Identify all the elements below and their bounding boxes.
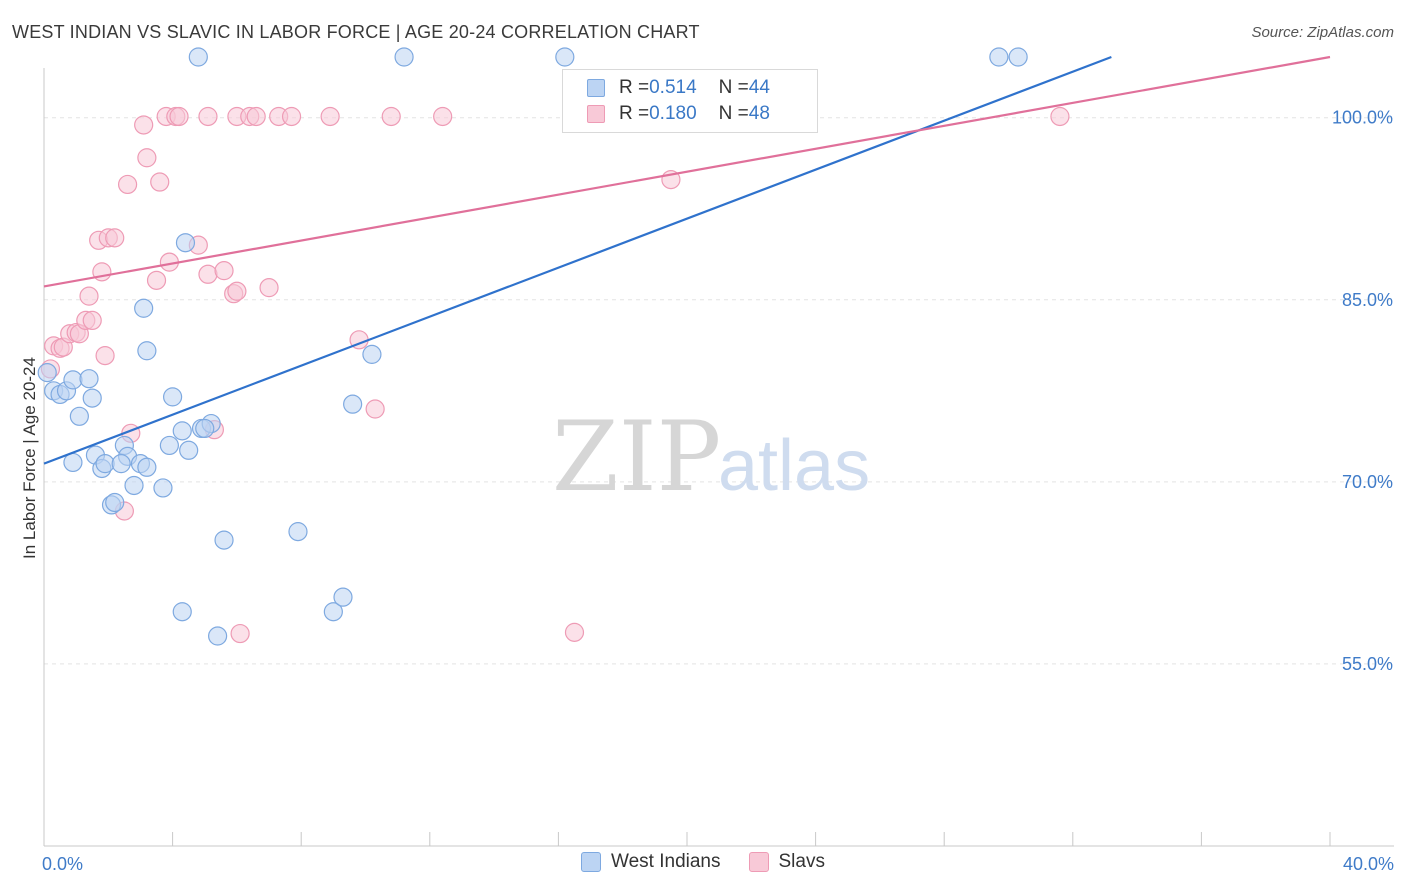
west-indians-point bbox=[323, 602, 343, 622]
legend-n-label: N = bbox=[718, 77, 749, 98]
slavs-point bbox=[227, 281, 247, 301]
x-tick-label: 0.0% bbox=[42, 854, 83, 874]
y-tick-label: 85.0% bbox=[1342, 290, 1393, 310]
legend-r-label: R = bbox=[619, 103, 650, 124]
slavs-point bbox=[95, 346, 115, 366]
legend-swatch-blue bbox=[587, 79, 605, 97]
slavs-point bbox=[105, 228, 125, 248]
legend-row-slavs: R = 0.180 N = 48 bbox=[587, 101, 770, 127]
west-indians-point bbox=[188, 47, 208, 67]
slavs-point bbox=[150, 172, 170, 192]
slavs-point bbox=[137, 148, 157, 168]
legend-swatch-west-indians bbox=[581, 852, 602, 872]
y-axis-label: In Labor Force | Age 20-24 bbox=[20, 357, 39, 559]
west-indians-point bbox=[1008, 47, 1028, 67]
slavs-point bbox=[198, 264, 218, 284]
west-indians-point bbox=[37, 363, 57, 383]
slavs-point bbox=[381, 106, 401, 127]
slavs-point bbox=[564, 622, 585, 642]
west-indians-point bbox=[195, 418, 215, 439]
west-indians-point bbox=[124, 475, 144, 496]
slavs-point bbox=[230, 623, 250, 644]
west-indians-point bbox=[214, 530, 234, 550]
slavs-point bbox=[1050, 106, 1070, 127]
west-indians-point bbox=[137, 341, 157, 361]
legend-r-value: 0.180 bbox=[649, 103, 697, 124]
slavs-point bbox=[79, 286, 99, 306]
slavs-point bbox=[246, 106, 266, 127]
x-tick-labels: 0.0% 40.0% bbox=[42, 854, 1394, 874]
trend-lines bbox=[43, 55, 1331, 465]
west-indians-point bbox=[163, 387, 183, 407]
slavs-trend-line bbox=[43, 55, 1331, 288]
legend-n-label: N = bbox=[718, 103, 749, 124]
west-indians-point bbox=[172, 421, 192, 441]
slavs-point bbox=[214, 261, 234, 281]
west-indians-point bbox=[105, 492, 125, 513]
west-indians-point bbox=[82, 388, 102, 408]
west-indians-point bbox=[159, 435, 179, 456]
slavs-point bbox=[198, 106, 218, 127]
west-indians-point bbox=[137, 457, 157, 477]
y-tick-labels: 55.0% 70.0% 85.0% 100.0% bbox=[1332, 108, 1393, 674]
west-indians-point bbox=[175, 233, 196, 253]
west-indians-point bbox=[79, 369, 99, 389]
west-indians-point bbox=[333, 587, 353, 607]
west-indians-point bbox=[111, 454, 131, 474]
legend-n-value: 44 bbox=[748, 77, 770, 98]
west-indians-point bbox=[179, 440, 199, 460]
slavs-point bbox=[117, 174, 138, 195]
west-indians-point bbox=[69, 406, 89, 426]
watermark-atlas: atlas bbox=[718, 426, 870, 506]
y-tick-label: 100.0% bbox=[1332, 108, 1393, 128]
chart-title: WEST INDIAN VS SLAVIC IN LABOR FORCE | A… bbox=[12, 22, 700, 42]
series-legend: West Indians Slavs bbox=[0, 851, 1406, 873]
grid-lines bbox=[44, 117, 1394, 665]
stats-legend: R = 0.514 N = 44 R = 0.180 N = 48 bbox=[562, 69, 818, 133]
west-indians-point bbox=[555, 47, 575, 67]
west-indians-point bbox=[172, 602, 192, 622]
slavs-point bbox=[365, 399, 385, 419]
slavs-point bbox=[433, 106, 453, 127]
west-indians-point bbox=[343, 394, 363, 414]
west-indians-point bbox=[95, 454, 115, 474]
slavs-point bbox=[134, 115, 154, 135]
legend-n-value: 48 bbox=[748, 103, 770, 124]
slavs-point bbox=[146, 270, 167, 290]
y-tick-label: 70.0% bbox=[1342, 472, 1393, 492]
legend-item-slavs: Slavs bbox=[748, 851, 825, 873]
slavs-points bbox=[40, 106, 1070, 644]
slavs-point bbox=[259, 278, 279, 298]
west-indians-point bbox=[288, 522, 308, 542]
legend-r-value: 0.514 bbox=[649, 77, 697, 98]
legend-label-west-indians: West Indians bbox=[611, 851, 721, 872]
legend-row-west-indians: R = 0.514 N = 44 bbox=[587, 75, 770, 101]
slavs-point bbox=[82, 310, 102, 331]
west-indians-point bbox=[134, 298, 154, 318]
x-tick-label: 40.0% bbox=[1343, 854, 1394, 874]
slavs-point bbox=[281, 106, 302, 127]
west-indians-point bbox=[153, 478, 173, 498]
legend-r-label: R = bbox=[619, 77, 650, 98]
slavs-point bbox=[320, 106, 340, 127]
legend-swatch-slavs bbox=[748, 852, 769, 872]
west-indians-point bbox=[362, 344, 382, 364]
west-indians-points bbox=[37, 47, 1028, 646]
legend-label-slavs: Slavs bbox=[778, 851, 825, 872]
legend-item-west-indians: West Indians bbox=[581, 851, 721, 873]
west-indians-point bbox=[394, 47, 414, 67]
west-indians-point bbox=[989, 47, 1009, 67]
x-tick-marks bbox=[172, 832, 1331, 846]
axes bbox=[43, 68, 1394, 847]
y-tick-label: 55.0% bbox=[1342, 654, 1393, 674]
watermark-zip: ZIP bbox=[552, 401, 721, 513]
source-credit: Source: ZipAtlas.com bbox=[1251, 24, 1394, 41]
west-indians-point bbox=[63, 370, 83, 390]
legend-swatch-pink bbox=[587, 105, 605, 123]
west-indians-point bbox=[208, 626, 228, 646]
west-indians-trend-line bbox=[43, 55, 1112, 465]
watermark: ZIP atlas bbox=[552, 401, 870, 513]
slavs-point bbox=[169, 106, 189, 127]
